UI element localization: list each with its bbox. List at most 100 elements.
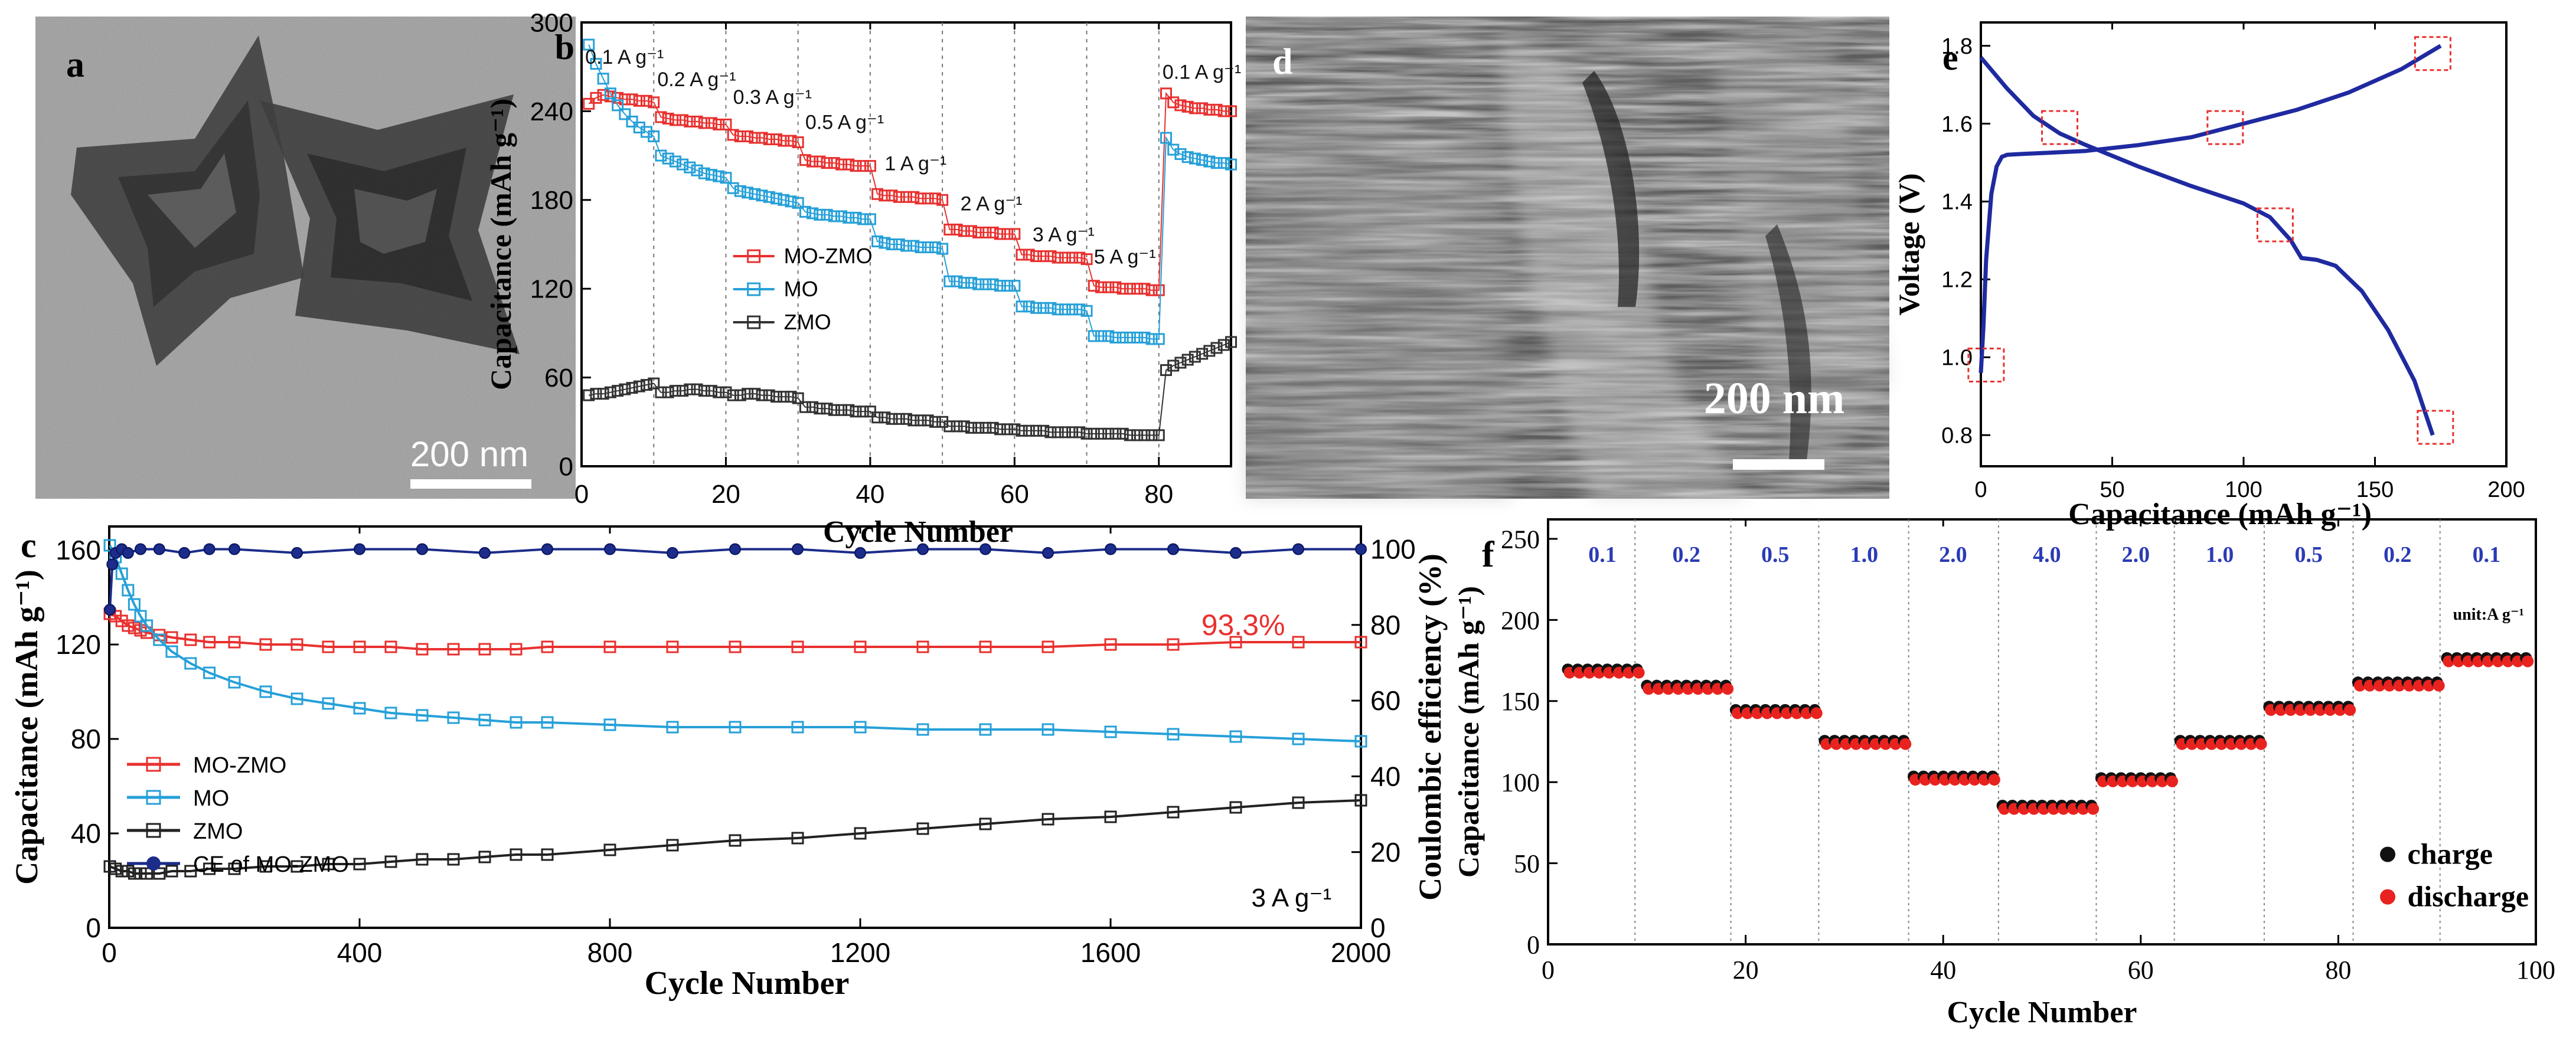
data-point xyxy=(353,702,366,715)
segment-5 xyxy=(1996,800,2100,815)
data-point xyxy=(1167,543,1179,555)
data-point xyxy=(655,111,667,123)
data-point xyxy=(1189,102,1201,115)
data-point xyxy=(1160,132,1172,144)
data-point xyxy=(1189,351,1201,363)
data-point xyxy=(1225,336,1237,348)
legend-marker xyxy=(146,790,161,805)
data-point xyxy=(184,865,197,878)
data-point xyxy=(871,411,884,424)
data-point xyxy=(893,413,905,425)
panel-label-f: f xyxy=(1482,535,1495,575)
legend-label: MO-ZMO xyxy=(193,753,286,778)
data-point xyxy=(814,155,826,168)
plot-frame xyxy=(1547,518,2537,946)
data-point xyxy=(821,157,833,169)
y-tick-label: 1.4 xyxy=(1941,190,1973,215)
data-point xyxy=(958,225,970,237)
rate-label: 0.2 xyxy=(2384,542,2412,567)
data-point xyxy=(785,391,797,403)
data-point xyxy=(291,547,303,559)
rate-label: 2.0 xyxy=(2122,542,2150,567)
data-point xyxy=(734,130,746,143)
y-axis-label: Capacitance (mAh g⁻¹) xyxy=(1452,586,1485,878)
data-point xyxy=(871,188,884,200)
data-point xyxy=(416,543,428,555)
data-point xyxy=(987,278,999,290)
data-point xyxy=(691,115,703,127)
data-point xyxy=(1016,424,1028,437)
data-point xyxy=(1073,303,1086,316)
data-point xyxy=(778,135,790,147)
data-point xyxy=(778,391,790,403)
data-point xyxy=(354,543,365,555)
data-point xyxy=(814,208,826,221)
data-point xyxy=(353,640,366,653)
data-point xyxy=(907,414,920,427)
data-point xyxy=(541,716,554,729)
data-point xyxy=(590,388,602,400)
segment-3 xyxy=(1818,735,1912,750)
data-point xyxy=(1355,543,1367,555)
legend-label: MO xyxy=(193,786,229,811)
data-point xyxy=(612,99,624,112)
data-point xyxy=(1016,248,1028,261)
data-point xyxy=(510,848,523,861)
legend-marker xyxy=(146,856,161,871)
data-point xyxy=(742,388,754,400)
highlight-box xyxy=(2041,110,2078,145)
data-point xyxy=(1030,250,1042,263)
data-point xyxy=(965,421,977,434)
legend: MO-ZMO MO ZMO CE of MO-ZMO xyxy=(127,753,349,877)
data-point xyxy=(666,721,679,734)
panel-label-a: a xyxy=(66,45,84,85)
data-point xyxy=(799,154,811,166)
data-point xyxy=(416,853,429,866)
series-ce-of-mo-zmo xyxy=(104,543,1367,616)
y-tick-label: 0 xyxy=(559,452,573,481)
data-point xyxy=(134,867,147,880)
data-point xyxy=(1145,333,1158,345)
x-axis-label: Cycle Number xyxy=(823,515,1013,549)
data-point xyxy=(1030,302,1042,314)
y-tick-label: 50 xyxy=(1514,849,1540,878)
data-point xyxy=(1203,103,1216,116)
data-point xyxy=(1059,426,1071,439)
data-point xyxy=(1080,427,1093,440)
data-point xyxy=(597,89,609,101)
data-point xyxy=(290,692,303,705)
data-point xyxy=(619,93,631,106)
data-point xyxy=(791,640,804,653)
data-point xyxy=(128,621,141,634)
y-tick-label: 180 xyxy=(530,186,573,215)
data-point xyxy=(698,167,710,179)
data-point xyxy=(965,225,977,237)
data-point xyxy=(1225,105,1237,117)
data-point xyxy=(698,117,710,129)
y2-tick-label: 40 xyxy=(1370,761,1400,791)
data-point xyxy=(612,385,624,397)
data-point xyxy=(965,277,977,289)
data-point xyxy=(677,114,689,126)
data-point xyxy=(843,211,855,224)
data-point xyxy=(322,640,335,653)
data-point xyxy=(807,401,819,413)
data-point xyxy=(510,716,523,729)
data-point xyxy=(1354,636,1367,649)
segment-2 xyxy=(1729,704,1823,719)
data-point xyxy=(604,386,616,398)
segment-8 xyxy=(2263,701,2356,716)
data-point xyxy=(713,118,725,130)
highlight-box xyxy=(2417,410,2454,445)
data-point xyxy=(259,860,272,873)
data-point xyxy=(478,714,491,727)
data-point xyxy=(1102,330,1115,342)
series-mo-zmo xyxy=(583,87,1237,296)
x-tick-label: 0 xyxy=(102,937,117,968)
data-point xyxy=(1044,302,1057,314)
data-point xyxy=(792,543,804,555)
series-mo xyxy=(583,38,1237,345)
data-point xyxy=(677,158,689,171)
data-point xyxy=(785,195,797,208)
data-point xyxy=(447,643,460,656)
